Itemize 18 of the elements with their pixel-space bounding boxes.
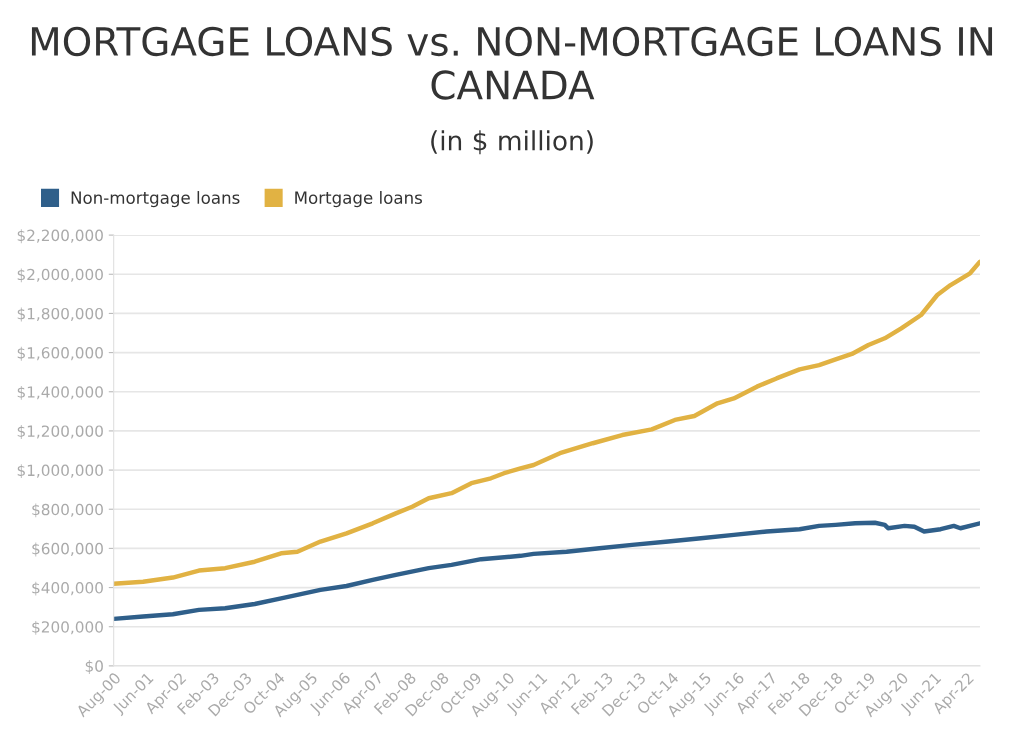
y-tick-label: $400,000 bbox=[32, 581, 103, 596]
chart-title: MORTGAGE LOANS vs. NON-MORTGAGE LOANS IN CANADA bbox=[31, 26, 993, 100]
y-tick-label: $2,000,000 bbox=[17, 268, 103, 283]
legend-label: Mortgage loans bbox=[295, 191, 423, 208]
y-tick-label: $800,000 bbox=[32, 503, 103, 518]
legend-label: Non-mortgage loans bbox=[71, 191, 240, 208]
y-tick-label: $1,800,000 bbox=[17, 307, 103, 322]
y-tick-label: $200,000 bbox=[32, 620, 103, 635]
y-tick-label: $1,000,000 bbox=[17, 464, 103, 479]
chart-subtitle: (in $ million) bbox=[431, 130, 593, 155]
y-tick-label: $2,200,000 bbox=[17, 229, 103, 244]
y-tick-label: $0 bbox=[85, 660, 103, 674]
y-tick-label: $1,600,000 bbox=[17, 346, 103, 361]
y-tick-label: $1,200,000 bbox=[17, 425, 103, 439]
line-series bbox=[113, 520, 980, 622]
line-series bbox=[113, 259, 980, 587]
y-tick-label: $600,000 bbox=[32, 542, 103, 557]
y-tick-label: $1,400,000 bbox=[17, 385, 103, 400]
